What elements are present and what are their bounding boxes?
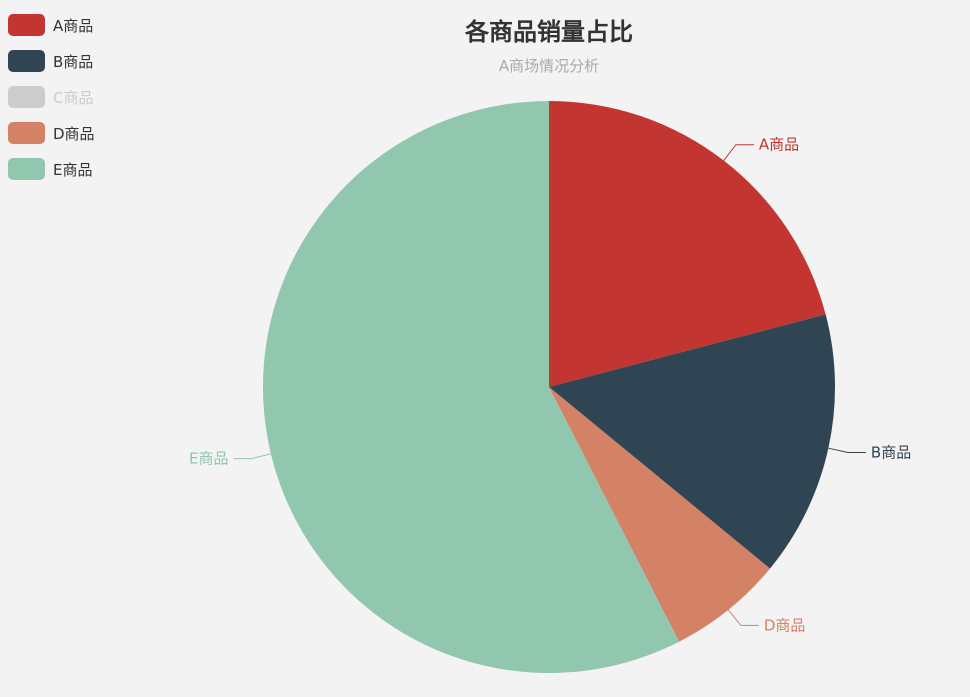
legend-item[interactable]: A商品	[8, 13, 95, 37]
pie-slice[interactable]	[549, 314, 836, 569]
slice-label: D商品	[764, 616, 806, 634]
slice-label: A商品	[759, 136, 799, 154]
legend-item[interactable]: D商品	[8, 121, 95, 145]
label-line	[723, 144, 754, 161]
legend-swatch	[8, 158, 45, 180]
legend-item[interactable]: C商品	[8, 85, 95, 109]
slice-label: E商品	[189, 450, 228, 468]
legend-swatch	[8, 122, 45, 144]
chart-title: 各商品销量占比	[465, 18, 633, 46]
legend-label: C商品	[53, 88, 94, 107]
legend-label: B商品	[53, 52, 94, 71]
legend-label: E商品	[53, 160, 93, 179]
slice-label: B商品	[871, 443, 911, 461]
label-line	[233, 453, 272, 460]
chart-subtitle: A商场情况分析	[498, 57, 600, 75]
pie-slice[interactable]	[263, 101, 680, 673]
legend: A商品 B商品 C商品 D商品 E商品	[8, 13, 95, 193]
legend-label: D商品	[53, 124, 95, 143]
legend-label: A商品	[53, 16, 94, 35]
pie-slice[interactable]	[549, 101, 826, 387]
legend-swatch	[8, 86, 45, 108]
pie-slice[interactable]	[549, 387, 770, 642]
legend-item[interactable]: B商品	[8, 49, 95, 73]
label-line	[828, 447, 866, 453]
legend-swatch	[8, 14, 45, 36]
legend-swatch	[8, 50, 45, 72]
label-line	[727, 609, 759, 626]
legend-item[interactable]: E商品	[8, 157, 95, 181]
